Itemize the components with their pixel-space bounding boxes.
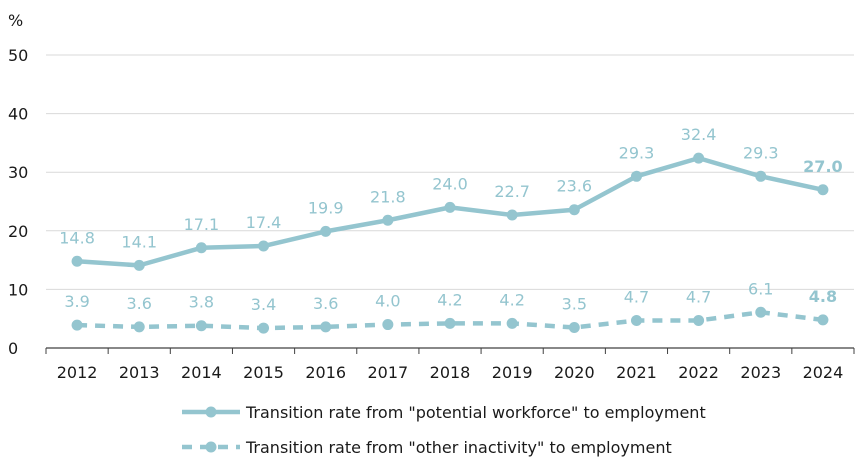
data-label: 3.9 [64,292,89,311]
data-point [630,170,642,182]
x-tick-label: 2018 [430,363,471,382]
data-label: 17.4 [246,213,282,232]
data-label: 4.2 [499,290,524,309]
data-point [133,259,145,271]
data-point [258,240,270,252]
data-label: 4.7 [686,287,711,306]
data-label: 29.3 [743,143,779,162]
x-tick-label: 2012 [57,363,98,382]
data-label: 32.4 [681,125,717,144]
data-label: 3.4 [251,295,276,314]
data-point [195,242,207,254]
x-tick-label: 2016 [305,363,346,382]
data-point [506,317,518,329]
x-tick-label: 2022 [678,363,719,382]
series-layer: 14.8 14.1 17.1 17.4 19.9 21.8 24.0 22.7 23.6 29.3… [59,125,843,334]
y-tick-label: 20 [8,222,28,241]
data-point [693,314,705,326]
data-point [630,314,642,326]
data-label: 29.3 [619,143,655,162]
y-tick-label: 40 [8,105,28,124]
legend-label: Transition rate from "other inactivity" … [245,438,672,457]
data-label: 23.6 [556,177,592,196]
data-point [693,152,705,164]
y-tick-label: 0 [8,339,18,358]
data-label: 17.1 [184,215,220,234]
x-tick-label: 2015 [243,363,284,382]
x-tick-label: 2023 [740,363,781,382]
data-label: 14.1 [121,232,157,251]
y-tick-label: 50 [8,46,28,65]
x-tick-label: 2019 [492,363,533,382]
data-point [195,320,207,332]
legend-item-1: Transition rate from "potential workforc… [182,403,706,422]
data-label: 27.0 [803,157,842,176]
data-label: 3.5 [562,294,587,313]
data-point [755,170,767,182]
data-point [444,201,456,213]
data-point [568,204,580,216]
data-point [817,314,829,326]
legend-label: Transition rate from "potential workforc… [245,403,706,422]
x-tick-label: 2014 [181,363,222,382]
legend-marker [205,406,217,418]
legend-item-2: Transition rate from "other inactivity" … [182,438,672,457]
data-point [444,317,456,329]
y-unit-label: % [8,11,23,30]
data-label: 3.6 [127,294,152,313]
data-label: 3.6 [313,294,338,313]
data-label: 19.9 [308,198,344,217]
series-2: 3.9 3.6 3.8 3.4 3.6 4.0 4.2 4.2 3.5 4.7 4.7 6.1 4.8 [64,279,837,334]
legend: Transition rate from "potential workforc… [182,403,706,457]
data-point [568,321,580,333]
data-label: 4.0 [375,292,400,311]
data-point [133,321,145,333]
y-axis: 0 10 20 30 40 50 [8,46,28,358]
data-point [320,225,332,237]
data-point [506,209,518,221]
data-label: 21.8 [370,187,406,206]
data-point [320,321,332,333]
y-tick-label: 30 [8,163,28,182]
x-tick-label: 2024 [803,363,844,382]
data-label: 14.8 [59,228,95,247]
x-tick-label: 2017 [367,363,408,382]
data-point [71,255,83,267]
series-1: 14.8 14.1 17.1 17.4 19.9 21.8 24.0 22.7 23.6 29.3… [59,125,843,271]
data-point [817,184,829,196]
x-tick-label: 2013 [119,363,160,382]
legend-marker [205,441,217,453]
x-tick-label: 2021 [616,363,657,382]
data-label: 24.0 [432,174,468,193]
data-label: 4.8 [809,287,837,306]
data-point [258,322,270,334]
data-label: 4.7 [624,287,649,306]
data-label: 6.1 [748,279,773,298]
y-tick-label: 10 [8,280,28,299]
data-point [382,319,394,331]
data-label: 22.7 [494,182,530,201]
gridlines [46,54,854,290]
data-point [71,319,83,331]
data-point [382,214,394,226]
data-point [755,306,767,318]
data-label: 3.8 [189,293,214,312]
x-tick-label: 2020 [554,363,595,382]
data-label: 4.2 [437,290,462,309]
x-axis: 2012 2013 2014 2015 2016 2017 2018 2019 2020 2021… [45,347,855,382]
